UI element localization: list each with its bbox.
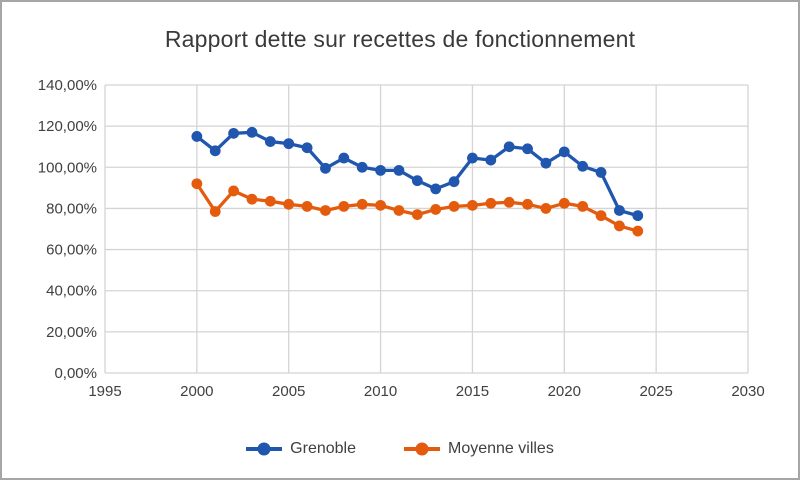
legend-label-grenoble: Grenoble [290,440,356,457]
data-point [320,162,331,174]
y-axis-tick-label: 120,00% [38,118,97,135]
data-point [191,178,203,190]
data-point [411,209,423,221]
data-point [632,225,644,237]
data-point [503,196,515,208]
data-point [338,152,350,164]
y-axis-tick-label: 140,00% [38,77,97,94]
x-axis-tick-label: 2010 [364,383,397,400]
moyenne-villes-dot-icon [415,442,429,456]
data-point [393,164,405,176]
data-point [485,197,497,209]
data-point [411,175,423,187]
data-point [301,200,313,212]
legend-item-grenoble: Grenoble [246,440,356,458]
x-axis-tick-label: 1995 [88,383,121,400]
y-axis-tick-label: 60,00% [46,242,97,259]
data-point [595,167,607,178]
data-point [448,200,460,212]
legend-label-moyenne-villes: Moyenne villes [448,440,554,457]
x-axis-tick-label: 2005 [272,383,305,400]
legend: Grenoble Moyenne villes [2,440,798,458]
data-point [577,160,589,172]
x-axis-tick-label: 2030 [731,383,764,400]
data-point [375,164,386,176]
grenoble-dot-icon [257,442,271,456]
y-axis-tick-label: 80,00% [46,200,97,217]
data-point [338,200,350,212]
data-point [246,126,258,138]
data-point [209,206,221,217]
data-point [264,136,276,147]
data-point [264,195,276,207]
x-axis-tick-label: 2015 [456,383,489,400]
data-point [356,161,368,173]
data-point [320,205,331,216]
data-point [375,199,386,211]
data-point [595,210,607,222]
data-point [540,157,552,169]
data-point [448,176,460,188]
series-line-moyenne-villes [195,182,640,233]
data-point [522,198,533,210]
moyenne-villes-line-marker [404,442,440,456]
x-axis-tick-label: 2020 [548,383,581,400]
data-point [558,197,570,209]
data-point [301,142,313,154]
data-point [467,199,478,211]
data-point [503,141,515,153]
chart-title: Rapport dette sur recettes de fonctionne… [164,26,636,52]
data-point [577,200,589,212]
data-point [614,205,625,216]
data-point [614,220,625,232]
data-point [356,198,368,210]
data-point [246,193,258,205]
x-axis-tick-label: 2000 [180,383,213,400]
y-axis-tick-label: 40,00% [46,283,97,300]
grenoble-line-marker [246,442,283,456]
y-axis-tick-label: 100,00% [38,159,97,176]
data-point [430,204,442,215]
y-axis-tick-label: 20,00% [46,324,97,341]
data-point [485,154,497,166]
data-point [393,205,405,216]
x-axis-tick-label: 2025 [639,383,672,400]
data-point [558,146,570,158]
data-point [209,145,221,157]
data-point [467,152,478,164]
data-point [522,143,533,155]
data-point [632,210,644,222]
data-point [283,198,295,210]
data-point [283,138,295,150]
data-point [228,185,240,197]
data-point [191,131,203,142]
legend-item-moyenne-villes: Moyenne villes [404,440,554,458]
data-point [540,203,552,214]
data-point [228,127,240,139]
data-point [430,183,442,195]
y-axis-tick-label: 0,00% [54,365,97,382]
